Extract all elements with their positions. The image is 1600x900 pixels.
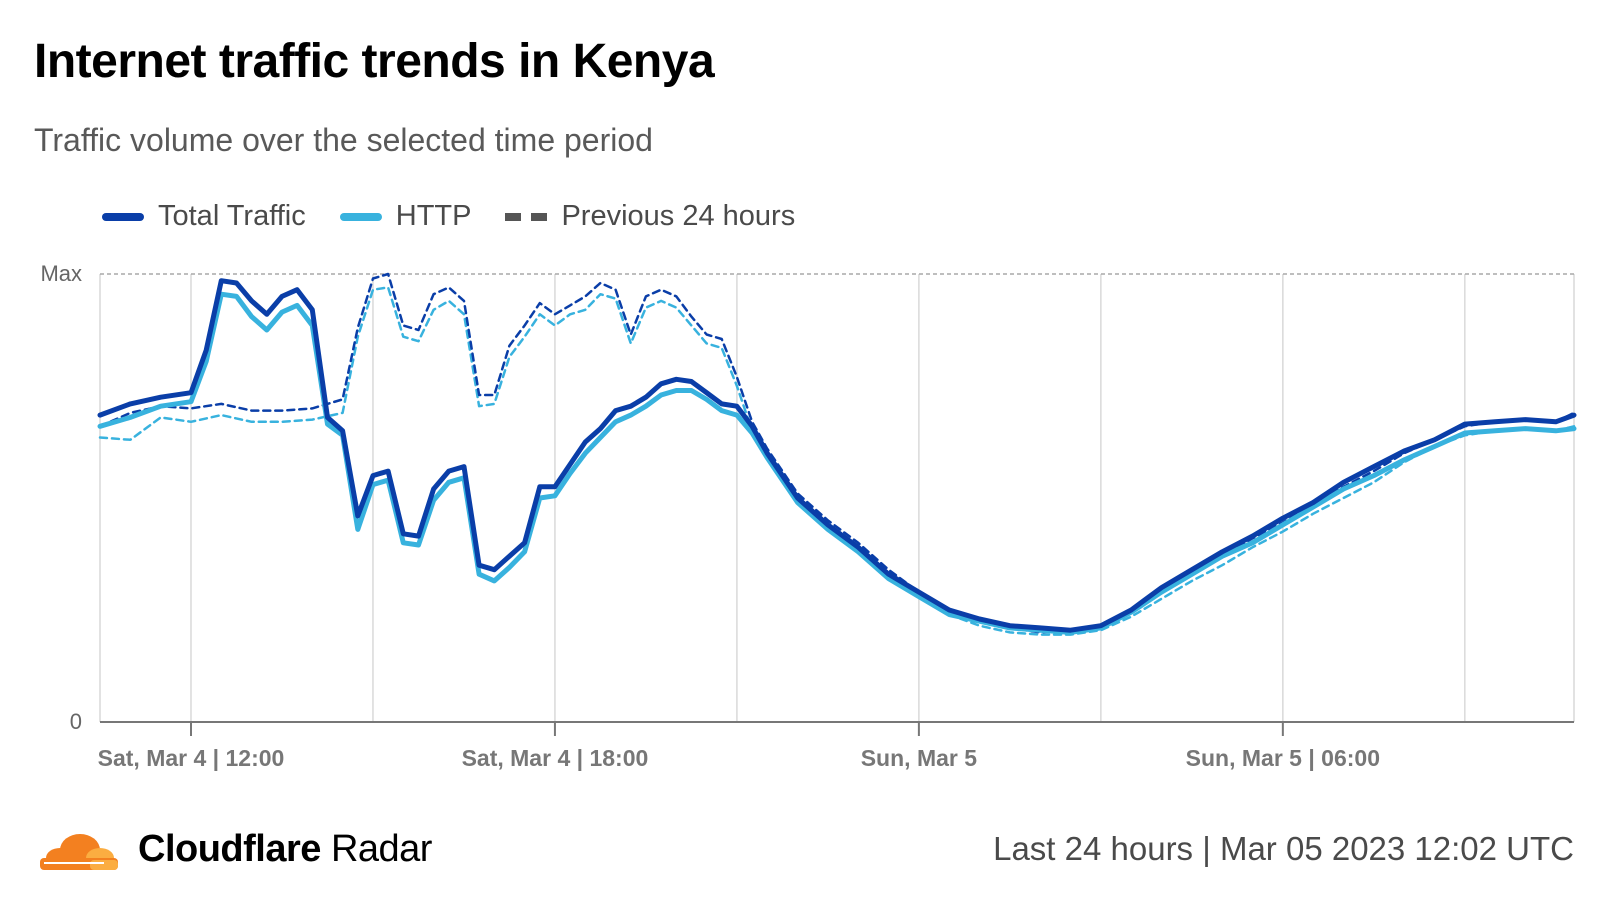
legend-item-total-traffic[interactable]: Total Traffic <box>102 200 306 233</box>
legend-swatch-http <box>339 212 382 221</box>
chart-subtitle: Traffic volume over the selected time pe… <box>34 122 653 158</box>
legend-label-http: HTTP <box>395 200 472 232</box>
series-line-total <box>97 278 1577 633</box>
y-tick-label-zero: 0 <box>70 709 82 734</box>
brand-name-rest: Radar <box>320 828 433 870</box>
cloudflare-logo-icon <box>40 833 118 870</box>
legend-swatch-previous <box>505 212 548 221</box>
brand-name-bold: Cloudflare <box>138 828 321 870</box>
traffic-chart: 0 Max Sat, Mar 4 | 12:00 Sat, Mar 4 | 18:00… <box>40 261 1577 771</box>
series-line-prev-http <box>98 286 1576 636</box>
x-tick-label: Sat, Mar 4 | 18:00 <box>462 745 649 771</box>
legend-item-previous[interactable]: Previous 24 hours <box>505 200 795 233</box>
time-period-label: Last 24 hours | Mar 05 2023 12:02 UTC <box>993 830 1574 867</box>
x-tick-label: Sun, Mar 5 | 06:00 <box>1186 745 1380 771</box>
legend-label-previous: Previous 24 hours <box>561 200 796 232</box>
series-line-prev-total <box>98 272 1576 634</box>
legend-item-http[interactable]: HTTP <box>339 200 472 233</box>
chart-title: Internet traffic trends in Kenya <box>34 35 715 88</box>
chart-legend: Total Traffic HTTP Previous 24 hours <box>102 200 829 233</box>
x-tick-label: Sun, Mar 5 <box>861 745 978 771</box>
cloudflare-radar-brand: Cloudflare Radar <box>34 828 432 871</box>
legend-label-total: Total Traffic <box>158 200 306 232</box>
x-tick-label: Sat, Mar 4 | 12:00 <box>98 745 285 771</box>
brand-name: Cloudflare Radar <box>138 828 432 871</box>
legend-swatch-total <box>102 212 144 221</box>
series-line-http <box>97 291 1577 635</box>
y-tick-label-max: Max <box>40 261 82 286</box>
